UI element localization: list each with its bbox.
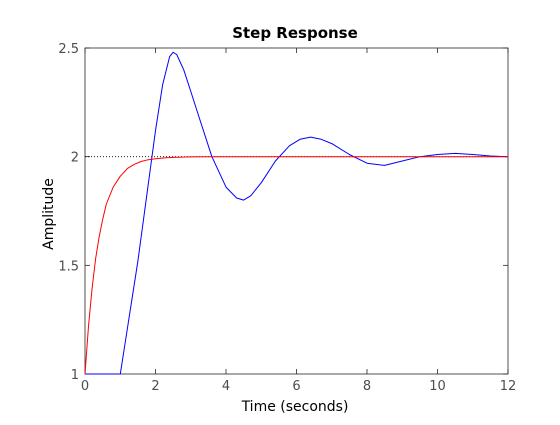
y-tick-label: 2.5: [58, 42, 79, 57]
x-tick-label: 10: [429, 379, 446, 394]
x-tick-label: 8: [363, 379, 371, 394]
y-tick-label: 1.5: [58, 259, 79, 274]
x-tick-label: 0: [81, 379, 89, 394]
y-axis-title: Amplitude: [41, 178, 57, 250]
x-tick-label: 2: [151, 379, 159, 394]
series-line-2: [84, 156, 508, 375]
x-axis-title: Time (seconds): [241, 399, 349, 415]
x-tick-label: 12: [500, 379, 517, 394]
series-line-1: [85, 51, 509, 375]
y-tick-label: 1: [71, 368, 79, 383]
x-tick-label: 4: [222, 379, 230, 394]
x-tick-label: 6: [292, 379, 300, 394]
plot-frame: [84, 47, 509, 375]
y-tick-label: 2: [71, 151, 79, 166]
chart-title: Step Response: [232, 24, 358, 42]
